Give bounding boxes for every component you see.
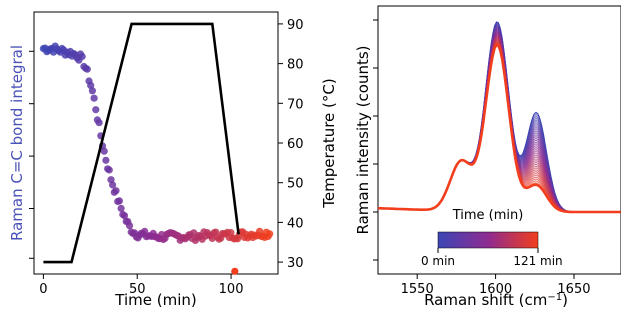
right-y-tick-label: 40 xyxy=(287,216,304,231)
spectrum-line xyxy=(377,25,621,213)
spectrum-y-axis-label: Raman intensity (counts) xyxy=(354,45,372,234)
spectrum-line xyxy=(377,28,621,213)
spectrum-y-ticks xyxy=(373,19,378,261)
spectrum-line xyxy=(377,38,621,213)
integral-point xyxy=(125,222,134,230)
spectrum-line xyxy=(377,26,621,213)
spectrum-line xyxy=(377,30,621,213)
integral-point xyxy=(92,106,100,114)
spectrum-line xyxy=(377,41,621,213)
spectrum-line xyxy=(377,29,621,213)
integral-point xyxy=(109,181,117,189)
right-y-tick-label: 90 xyxy=(287,18,304,33)
spectrum-line xyxy=(377,35,621,213)
spectrum-line xyxy=(377,40,621,213)
spectrum-line xyxy=(377,42,621,213)
spectrum-line xyxy=(377,23,621,213)
right-y-axis-label: Temperature (°C) xyxy=(320,78,338,208)
integral-point xyxy=(112,187,120,195)
spectrum-line xyxy=(377,24,621,213)
spectrum-x-tick-label: 1550 xyxy=(401,282,434,297)
integral-point xyxy=(90,94,98,102)
right-y-tick-label: 70 xyxy=(287,97,304,112)
colorbar-max-label: 121 min xyxy=(513,254,562,268)
left-y-ticks xyxy=(29,50,34,259)
integral-point xyxy=(100,147,108,155)
spectrum-line xyxy=(377,32,621,213)
spectrum-line xyxy=(377,39,621,213)
right-y-tick-label: 50 xyxy=(287,177,304,192)
spectrum-lines xyxy=(377,21,621,214)
spectrum-line xyxy=(377,28,621,213)
integral-point xyxy=(95,119,103,127)
temperature-line xyxy=(43,22,240,264)
spectrum-line xyxy=(377,34,621,213)
right-y-tick-label: 30 xyxy=(287,256,304,271)
spectrum-x-tick-label: 1650 xyxy=(557,282,590,297)
left-x-axis-label: Time (min) xyxy=(114,291,196,309)
spectrum-x-tick-label: 1600 xyxy=(479,282,512,297)
spectrum-x-axis-label: Raman shift (cm−1) xyxy=(424,291,568,309)
spectrum-line xyxy=(377,25,621,213)
right-y-ticks: 30 40 50 60 70 80 90 xyxy=(278,18,304,271)
spectrum-line xyxy=(377,27,621,213)
spectrum-line xyxy=(377,41,621,213)
x-tick-label: 50 xyxy=(129,282,146,297)
spectrum-line xyxy=(377,34,621,213)
spectrum-line xyxy=(377,32,621,213)
x-tick-label: 100 xyxy=(219,282,244,297)
colorbar-gradient xyxy=(437,231,539,249)
left-marks xyxy=(39,22,274,275)
integral-point xyxy=(105,166,113,174)
spectrum-line xyxy=(377,31,621,213)
spectrum-line xyxy=(377,40,621,213)
left-chart: 0 50 100 30 40 50 60 70 80 90 Time (min) Raman C… xyxy=(8,11,338,309)
spectrum-line xyxy=(377,36,621,213)
integral-point xyxy=(78,52,86,61)
integral-point xyxy=(87,81,95,89)
spectrum-line xyxy=(377,29,621,213)
spectrum-line xyxy=(377,31,621,213)
left-y-axis-label: Raman C=C bond integral xyxy=(8,45,26,241)
integral-point xyxy=(266,230,274,238)
integral-point xyxy=(115,197,123,205)
spectrum-line xyxy=(377,35,621,213)
x-tick-label: 0 xyxy=(39,282,47,297)
spectrum-line xyxy=(377,33,621,213)
spectrum-line xyxy=(377,38,621,213)
right-y-tick-label: 80 xyxy=(287,58,304,73)
colorbar-title: Time (min) xyxy=(452,208,524,223)
integral-point xyxy=(102,156,110,164)
colorbar: Time (min) 0 min 121 min xyxy=(421,208,563,268)
spectrum-line xyxy=(377,37,621,213)
spectrum-line xyxy=(377,27,621,213)
spectrum-line xyxy=(377,36,621,213)
integral-outlier-point xyxy=(231,267,239,275)
integral-point xyxy=(120,212,129,220)
integral-point xyxy=(88,87,96,95)
right-y-tick-label: 60 xyxy=(287,137,304,152)
spectrum-x-ticks: 1550 1600 1650 xyxy=(401,274,591,297)
integral-point xyxy=(117,204,125,212)
left-x-ticks: 0 50 100 xyxy=(39,274,243,297)
right-chart: 1550 1600 1650 Raman shift (cm−1) Raman in… xyxy=(354,5,621,309)
spectrum-line xyxy=(377,43,621,214)
spectrum-line xyxy=(377,24,621,213)
right-plot-frame xyxy=(377,5,621,275)
integral-point xyxy=(83,65,91,73)
spectrum-line xyxy=(377,43,621,213)
colorbar-min-label: 0 min xyxy=(421,254,455,268)
spectrum-line xyxy=(377,42,621,213)
